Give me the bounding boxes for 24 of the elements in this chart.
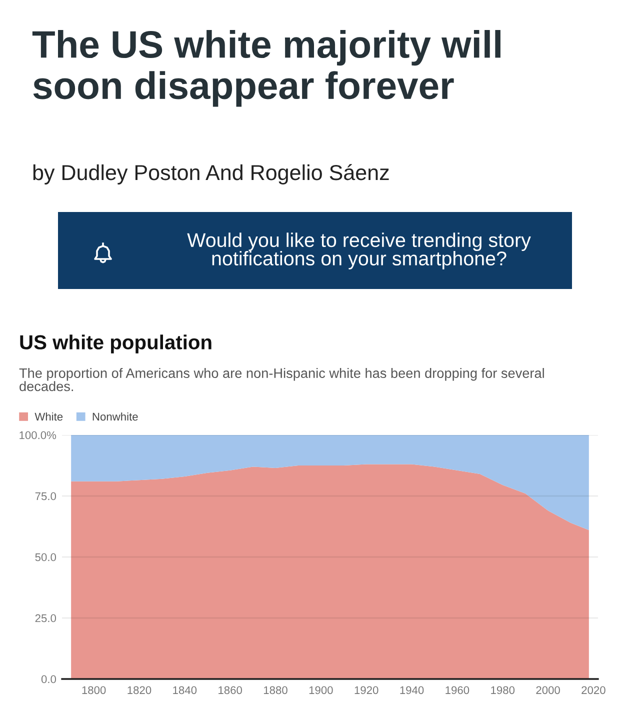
text: by Dudley Poston And Rogelio Sáenz [33, 164, 389, 184]
text: Would you like to receive trending story notifications on your smartphone? [187, 232, 531, 270]
chart-title: US white population [20, 334, 212, 354]
x-tick-label: 1820 [128, 686, 152, 694]
x-tick-label: 1860 [218, 686, 242, 694]
y-tick-label: 100.0% [20, 431, 56, 440]
x-tick-label: 1840 [173, 686, 197, 694]
x-tick-label: 1980 [491, 686, 515, 694]
legend-label: White [34, 412, 63, 421]
x-tick-label: 1900 [309, 686, 333, 694]
x-tick-label: 1940 [400, 686, 424, 694]
x-tick-label: 2000 [536, 686, 560, 694]
y-tick-label: 75.0 [35, 492, 56, 500]
x-tick-label: 1920 [354, 686, 378, 694]
y-tick-label: 50.0 [35, 553, 56, 562]
x-tick-label: 1800 [82, 686, 106, 694]
text: The US white majority will soon disappear forever [32, 30, 500, 107]
y-tick-label: 0.0 [41, 675, 56, 684]
x-tick-label: 1880 [264, 686, 288, 694]
chart-subtitle: The proportion of Americans who are non-Hispanic white has been dropping for several decades. [19, 368, 544, 392]
x-tick-label: 1960 [446, 686, 470, 694]
x-tick-label: 2020 [582, 686, 606, 694]
legend-label: Nonwhite [92, 412, 138, 421]
y-tick-label: 25.0 [35, 614, 56, 622]
